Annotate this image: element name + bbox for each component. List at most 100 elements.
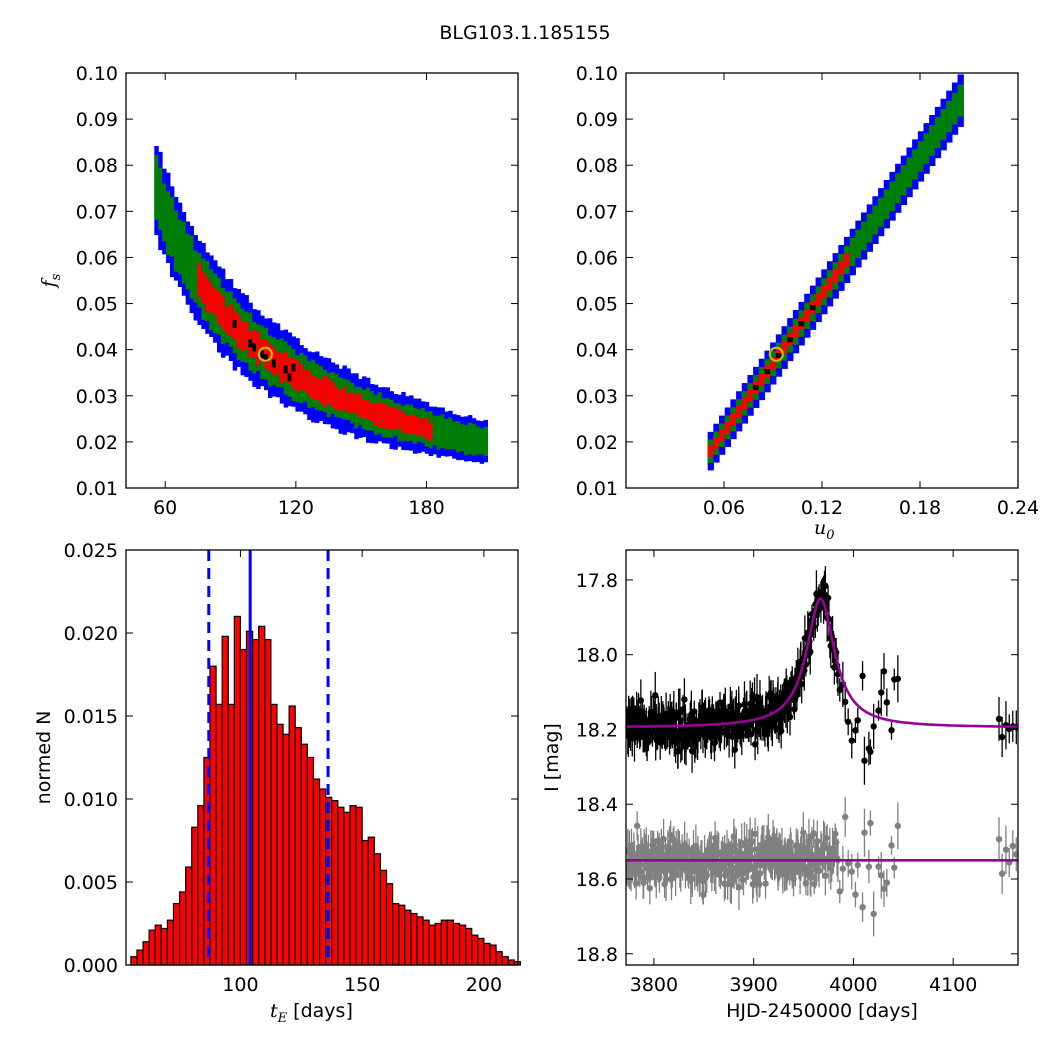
heatmap-cell (889, 181, 896, 211)
heatmap-cell (405, 415, 410, 433)
residual-point (875, 863, 882, 870)
heatmap-cell (815, 293, 822, 307)
heatmap-cell (420, 419, 426, 435)
u0-fs-xtick-label: 0.18 (899, 497, 941, 519)
histogram-bar (404, 909, 412, 966)
residual-point (888, 842, 895, 849)
heatmap-cell (279, 353, 285, 384)
heatmap-cell (287, 357, 293, 384)
data-point (883, 699, 891, 706)
heatmap-cell (713, 437, 720, 449)
u0-fs-ytick-label: 0.09 (576, 109, 618, 131)
heatmap-cell (424, 417, 430, 440)
heatmap-cell (809, 305, 817, 311)
residual-point (870, 910, 877, 918)
heatmap-cell (385, 404, 391, 429)
heatmap-cell (479, 428, 485, 455)
heatmap-cell (177, 219, 183, 275)
heatmap-cell (236, 314, 242, 348)
u0-fs-ytick-label: 0.08 (576, 155, 618, 177)
heatmap-cell (444, 418, 449, 450)
heatmap-cell (900, 165, 908, 196)
heatmap-cell (362, 399, 367, 419)
heatmap-cell (224, 306, 230, 334)
data-point (842, 698, 849, 706)
histogram-bar (221, 635, 229, 966)
heatmap-cell (232, 319, 238, 328)
heatmap-cell (303, 370, 308, 392)
residual-point (865, 863, 873, 870)
heatmap-cell (311, 375, 316, 400)
heatmap-cell (205, 277, 210, 312)
residual-point (822, 872, 829, 879)
histogram-bar (294, 727, 302, 966)
heatmap-cell (354, 394, 359, 414)
histogram-bar (215, 703, 223, 966)
heatmap-cell (244, 321, 249, 350)
heatmap-cell (951, 92, 959, 125)
residual-point (739, 876, 746, 884)
heatmap-cell (456, 421, 461, 453)
histogram-bar (300, 743, 308, 966)
histogram-bar (148, 929, 156, 966)
hist-xtick-label: 100 (222, 974, 258, 996)
heatmap-cell (397, 408, 402, 429)
heatmap-cell (883, 189, 891, 219)
data-point (875, 707, 882, 714)
residual-point (662, 876, 670, 883)
heatmap-cell (346, 392, 351, 413)
heatmap-cell (299, 364, 304, 390)
histogram-bar (477, 937, 485, 966)
hist-ytick-label: 0.020 (64, 623, 118, 645)
heatmap-cell (940, 108, 947, 141)
heatmap-cell (843, 253, 851, 267)
histogram-bar (446, 919, 455, 966)
histogram-bar (385, 883, 394, 966)
histogram-bar (227, 703, 235, 966)
histogram-bar (136, 949, 144, 966)
heatmap-cell (228, 304, 234, 337)
histogram-bar (507, 959, 515, 966)
heatmap-cell (342, 386, 347, 410)
data-point (786, 713, 794, 721)
heatmap-cell (741, 397, 749, 410)
residual-point (854, 861, 861, 869)
histogram-bar (331, 800, 339, 966)
histogram-bar (276, 723, 284, 966)
heatmap-cell (798, 321, 805, 327)
heatmap-cell (821, 285, 828, 299)
histogram-bar (306, 756, 315, 966)
heatmap-cell (787, 337, 794, 343)
heatmap-cell (197, 262, 202, 297)
lc-ytick-label: 18.4 (576, 794, 618, 816)
tE-fs-ytick-label: 0.09 (76, 109, 118, 131)
heatmap-cell (707, 445, 714, 457)
heatmap-cell (463, 424, 469, 456)
histogram-bar (501, 956, 509, 966)
residual-point (852, 891, 859, 898)
heatmap-cell (193, 250, 198, 303)
histogram-bar (465, 927, 473, 966)
tE-fs-ytick-label: 0.05 (76, 294, 118, 316)
heatmap-cell (861, 221, 868, 251)
model-curve (626, 597, 1018, 728)
u0-fs-ytick-label: 0.01 (576, 478, 618, 500)
heatmap-cell (946, 100, 953, 133)
heatmap-cell (483, 426, 489, 456)
heatmap-cell (923, 133, 930, 164)
heatmap-cell (315, 377, 320, 400)
residual-point (844, 860, 852, 867)
data-point (861, 757, 868, 764)
heatmap-cell (832, 269, 839, 283)
heatmap-cell (173, 210, 179, 272)
data-point (824, 594, 832, 602)
heatmap-cell (401, 410, 406, 433)
histogram-bar (452, 922, 461, 966)
heatmap-cell (185, 233, 191, 290)
residual-point (659, 852, 666, 859)
lc-xtick-label: 4000 (829, 974, 877, 996)
histogram-bar (398, 904, 406, 966)
residual-point (646, 885, 654, 892)
tE-fs-xtick-label: 120 (278, 497, 314, 519)
